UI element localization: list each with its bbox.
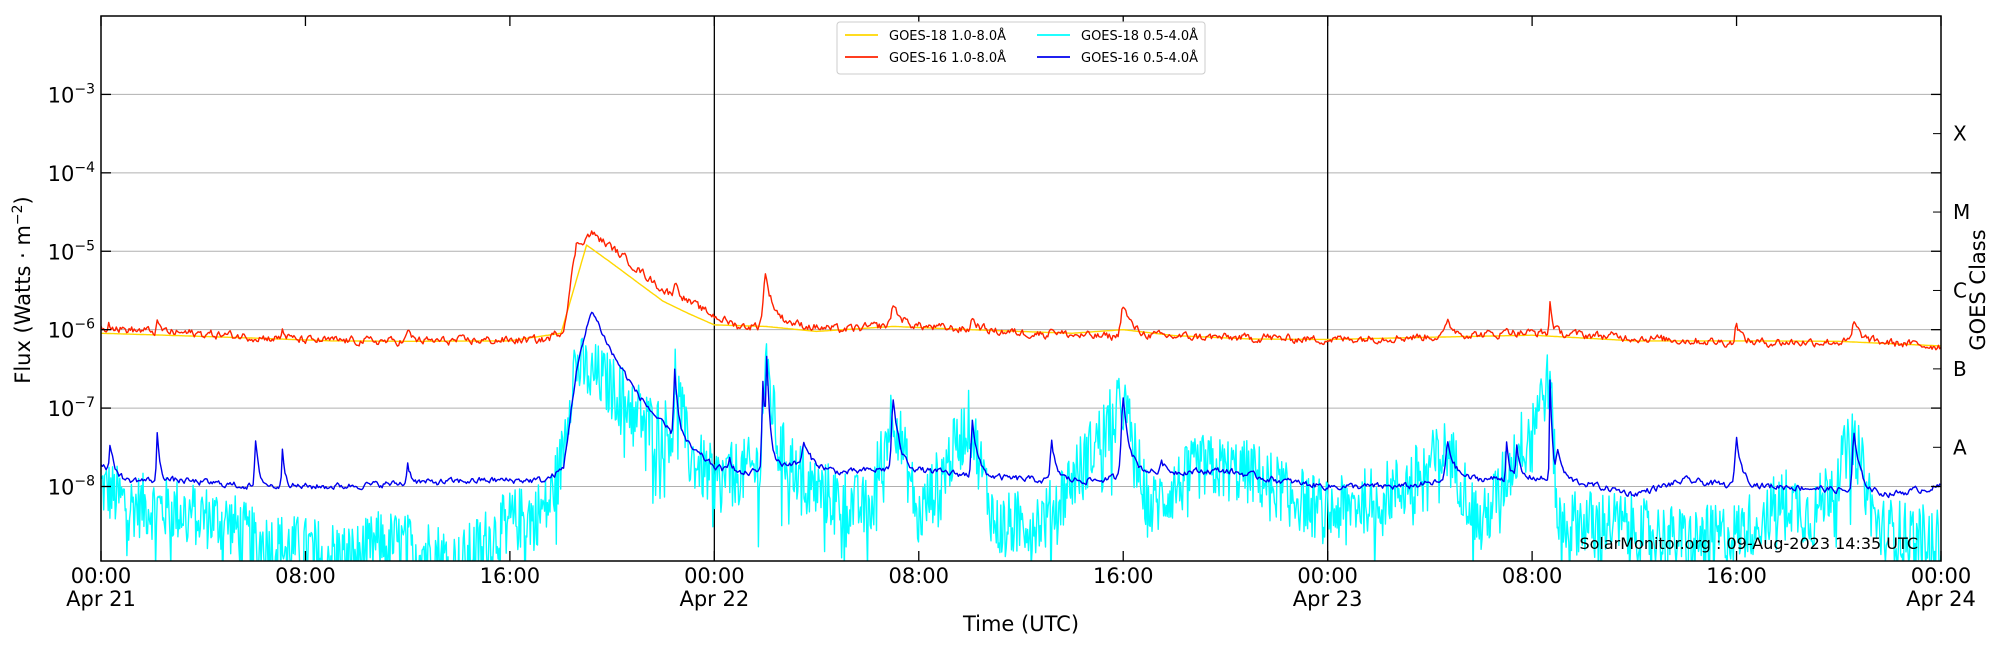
y-tick-label: 10−3 [48, 81, 95, 107]
legend-label: GOES-18 0.5-4.0Å [1081, 28, 1198, 44]
y-tick-exponent: −7 [74, 395, 95, 411]
y-tick-label: 10−4 [48, 160, 95, 186]
x-tick-time-label: 00:00 [1911, 564, 1972, 588]
x-tick-date-label: Apr 23 [1293, 587, 1363, 611]
series-line [101, 230, 1941, 351]
x-tick-time-label: 08:00 [275, 564, 336, 588]
x-tick-time-label: 08:00 [1502, 564, 1563, 588]
y-tick-base: 10 [48, 476, 75, 500]
right-axis-label: GOES Class [1966, 229, 1990, 350]
y-axis-label: Flux (Watts · m−2) [10, 196, 35, 384]
plot-frame [100, 15, 1942, 562]
x-tick-time-label: 00:00 [71, 564, 132, 588]
x-tick-time-label: 16:00 [480, 564, 541, 588]
y-tick-base: 10 [48, 240, 75, 264]
goes-class-label: M [1953, 200, 1970, 224]
x-tick-date-label: Apr 22 [679, 587, 749, 611]
goes-class-label: X [1953, 122, 1967, 146]
x-tick-time-label: 00:00 [1297, 564, 1358, 588]
y-tick-label: 10−5 [48, 238, 95, 264]
y-tick-exponent: −4 [74, 160, 95, 176]
x-tick-date-label: Apr 24 [1906, 587, 1976, 611]
goes-class-label: A [1953, 435, 1967, 459]
y-tick-label: 10−8 [48, 474, 95, 500]
series-layer [101, 230, 1941, 561]
y-tick-base: 10 [48, 162, 75, 186]
legend-label: GOES-16 0.5-4.0Å [1081, 50, 1198, 66]
grid-lines [101, 93, 1941, 488]
x-tick-time-label: 08:00 [889, 564, 950, 588]
series-line [101, 311, 1941, 499]
y-tick-exponent: −5 [74, 238, 95, 254]
y-tick-base: 10 [48, 83, 75, 107]
x-axis-label: Time (UTC) [962, 612, 1079, 636]
x-tick-date-label: Apr 21 [66, 587, 136, 611]
x-tick-time-label: 16:00 [1093, 564, 1154, 588]
x-tick-time-label: 00:00 [684, 564, 745, 588]
legend-label: GOES-16 1.0-8.0Å [889, 50, 1006, 66]
y-axis-label-close: ) [11, 196, 35, 204]
goes-class-label: B [1953, 357, 1967, 381]
goes-class-label: C [1953, 278, 1967, 302]
y-tick-label: 10−6 [48, 317, 95, 343]
y-tick-exponent: −6 [74, 317, 95, 333]
goes-class-labels: A B C M X [1933, 122, 1970, 459]
legend-label: GOES-18 1.0-8.0Å [889, 28, 1006, 44]
y-tick-base: 10 [48, 397, 75, 421]
legend: GOES-18 1.0-8.0Å GOES-16 1.0-8.0Å GOES-18 … [836, 21, 1206, 75]
y-tick-exponent: −8 [74, 474, 95, 490]
y-axis-ticks: 10−810−710−610−510−410−3 [48, 81, 1941, 500]
credit-text: SolarMonitor.org : 09-Aug-2023 14:35 UTC [1579, 534, 1918, 553]
y-axis-label-main: Flux (Watts · m [11, 225, 35, 384]
y-axis-label-sup: −2 [10, 204, 26, 225]
x-tick-time-label: 16:00 [1706, 564, 1767, 588]
series-line [101, 337, 1941, 561]
y-tick-base: 10 [48, 319, 75, 343]
legend-box [836, 21, 1206, 75]
y-tick-label: 10−7 [48, 395, 95, 421]
y-tick-exponent: −3 [74, 81, 95, 97]
